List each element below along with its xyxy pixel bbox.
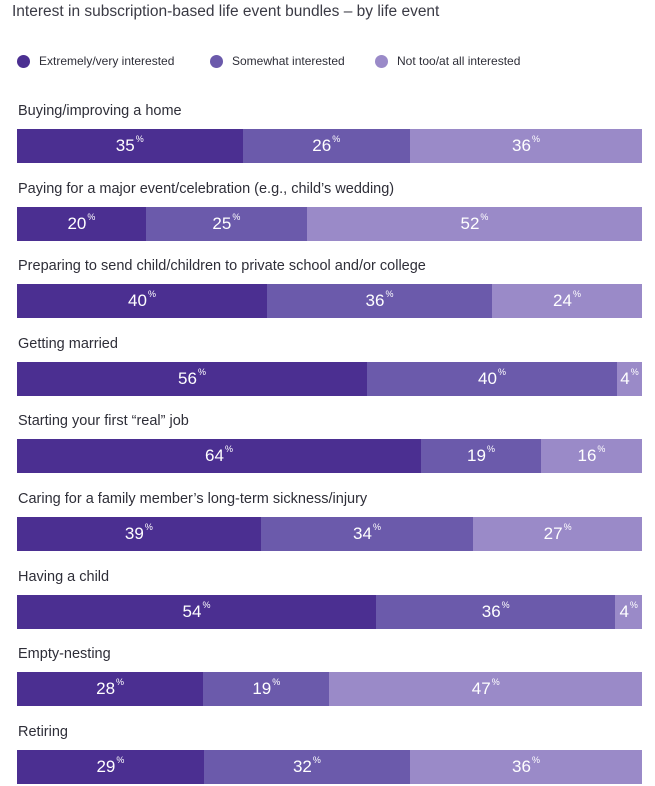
bar-row: 20% 25% 52% bbox=[17, 206, 642, 241]
legend-label: Not too/at all interested bbox=[397, 54, 521, 68]
category-label: Preparing to send child/children to priv… bbox=[18, 258, 426, 275]
bar-segment-somewhat: 36% bbox=[267, 284, 492, 319]
data-label: 39% bbox=[124, 522, 153, 543]
bar-segment-extremely: 40% bbox=[17, 284, 267, 319]
data-label: 36% bbox=[481, 599, 510, 621]
data-label: 27% bbox=[543, 522, 572, 543]
category-label: Buying/improving a home bbox=[18, 103, 182, 119]
data-label: 36% bbox=[365, 289, 394, 311]
data-label: 64% bbox=[205, 444, 233, 466]
data-label: 47% bbox=[471, 677, 500, 699]
bar-segment-extremely: 28% bbox=[17, 672, 204, 707]
data-label: 56% bbox=[178, 366, 206, 388]
bar-segment-somewhat: 40% bbox=[367, 361, 617, 396]
bar-row: 35% 26% 36% bbox=[17, 129, 642, 163]
category-label: Caring for a family member’s long-term s… bbox=[18, 491, 368, 507]
data-label: 36% bbox=[512, 134, 540, 155]
bar-row: 39% 34% 27% bbox=[17, 517, 642, 551]
bar-segment-not: 47% bbox=[329, 672, 642, 707]
bar-segment-not: 27% bbox=[473, 517, 642, 551]
bar-segment-not: 4% bbox=[617, 361, 642, 396]
bar-segment-somewhat: 25% bbox=[145, 206, 307, 241]
legend-item-not: Not too/at all interested bbox=[375, 54, 520, 68]
data-label: 29% bbox=[96, 754, 125, 776]
chart-title: Interest in subscription-based life even… bbox=[12, 3, 440, 20]
data-label: 28% bbox=[96, 677, 125, 699]
data-label: 19% bbox=[252, 677, 281, 699]
data-label: 26% bbox=[312, 134, 341, 155]
bar-segment-extremely: 64% bbox=[17, 439, 422, 474]
bar-segment-extremely: 35% bbox=[17, 129, 243, 163]
bar-segment-somewhat: 26% bbox=[242, 129, 411, 163]
category-label: Paying for a major event/celebration (e.… bbox=[18, 180, 395, 197]
data-label: 4% bbox=[619, 599, 638, 621]
data-label: 54% bbox=[182, 599, 211, 621]
bar-row: 40% 36% 24% bbox=[17, 284, 642, 319]
bar-segment-somewhat: 19% bbox=[421, 439, 541, 474]
category-label: Retiring bbox=[18, 723, 68, 740]
category-label: Having a child bbox=[18, 568, 110, 585]
bar-segment-not: 16% bbox=[540, 439, 642, 474]
bar-row: 28% 19% 47% bbox=[17, 672, 642, 707]
bar-segment-not: 52% bbox=[306, 206, 642, 241]
legend-swatch bbox=[375, 54, 388, 68]
data-label: 25% bbox=[212, 211, 241, 233]
bar-segment-not: 36% bbox=[410, 129, 642, 163]
data-label: 40% bbox=[128, 289, 156, 311]
legend-swatch bbox=[210, 54, 223, 68]
bar-segment-extremely: 20% bbox=[17, 206, 146, 241]
bar-segment-somewhat: 19% bbox=[203, 672, 330, 707]
bar-segment-somewhat: 32% bbox=[203, 749, 411, 784]
legend-item-extremely: Extremely/very interested bbox=[17, 54, 174, 68]
bar-row: 54% 36% 4% bbox=[17, 594, 642, 629]
data-label: 19% bbox=[467, 444, 495, 466]
bar-segment-not: 4% bbox=[615, 594, 642, 629]
legend-label: Extremely/very interested bbox=[39, 54, 175, 68]
data-label: 24% bbox=[553, 289, 581, 311]
bar-row: 64% 19% 16% bbox=[17, 439, 642, 474]
legend-label: Somewhat interested bbox=[232, 54, 345, 68]
category-label: Empty-nesting bbox=[18, 646, 111, 663]
data-label: 35% bbox=[115, 134, 144, 155]
bar-segment-extremely: 39% bbox=[17, 517, 261, 551]
data-label: 36% bbox=[512, 754, 540, 776]
data-label: 4% bbox=[620, 366, 639, 388]
data-label: 52% bbox=[460, 211, 489, 233]
legend-swatch bbox=[17, 54, 30, 68]
bar-segment-not: 24% bbox=[492, 284, 642, 319]
bar-row: 29% 32% 36% bbox=[17, 749, 642, 784]
data-label: 16% bbox=[577, 444, 606, 466]
category-label: Starting your first “real” job bbox=[18, 413, 189, 430]
bar-segment-extremely: 56% bbox=[17, 361, 367, 396]
legend: Extremely/very interested Somewhat intere… bbox=[17, 54, 637, 70]
bar-segment-not: 36% bbox=[410, 749, 642, 784]
data-label: 32% bbox=[292, 754, 321, 776]
bar-segment-somewhat: 34% bbox=[260, 517, 474, 551]
data-label: 20% bbox=[67, 211, 96, 233]
bar-segment-somewhat: 36% bbox=[376, 594, 616, 629]
category-label: Getting married bbox=[18, 335, 118, 352]
bar-row: 56% 40% 4% bbox=[17, 361, 642, 396]
data-label: 40% bbox=[478, 366, 506, 388]
bar-segment-extremely: 29% bbox=[17, 749, 204, 784]
bar-segment-extremely: 54% bbox=[17, 594, 377, 629]
legend-item-somewhat: Somewhat interested bbox=[210, 54, 345, 68]
data-label: 34% bbox=[353, 522, 381, 543]
